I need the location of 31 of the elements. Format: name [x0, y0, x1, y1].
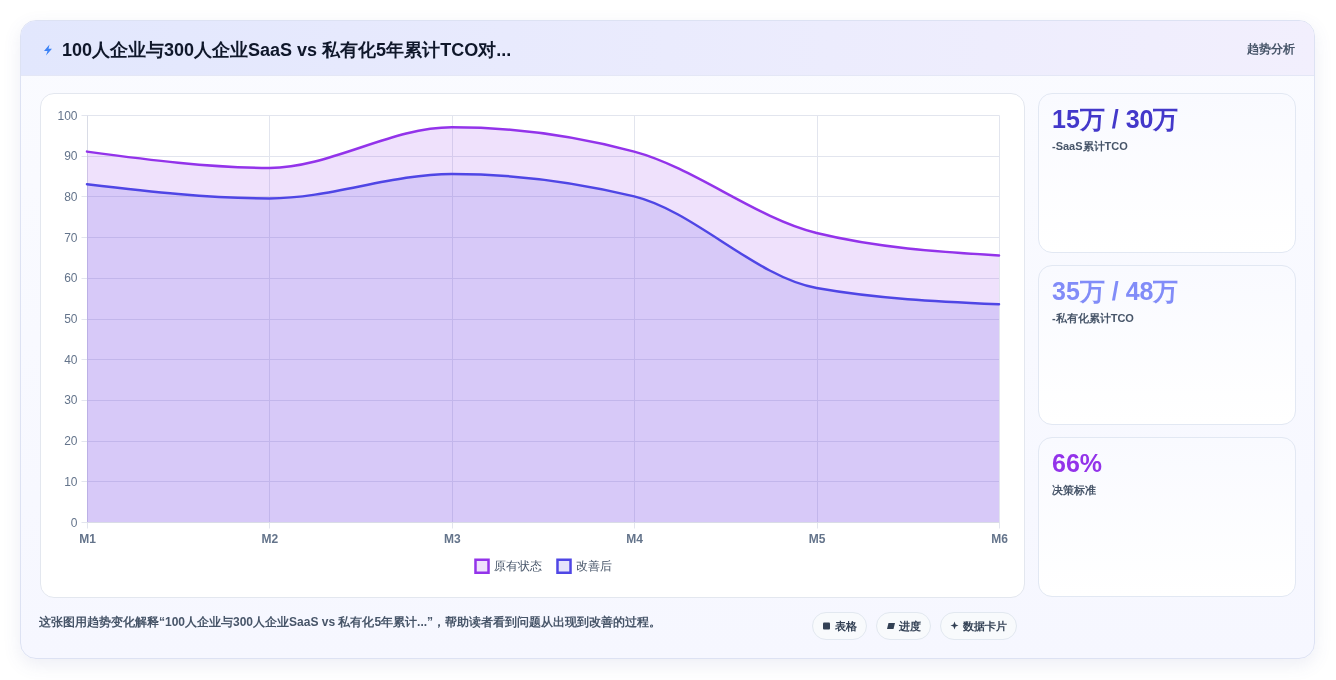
y-tick-label: 50: [64, 312, 78, 326]
y-tick-label: 60: [64, 271, 78, 286]
chart-title: 100人企业与300人企业SaaS vs 私有化5年累计TCO对...: [62, 39, 512, 61]
y-tick-label: 10: [64, 474, 78, 489]
text: -SaaS累计TCO: [1052, 139, 1128, 153]
text: 15万 / 30万: [1052, 104, 1179, 134]
x-tick-label: M4: [626, 531, 644, 546]
y-tick-label: 100: [57, 108, 78, 123]
text: 进度: [899, 618, 921, 634]
text: 趋势分析: [1247, 41, 1295, 57]
text: -私有化累计TCO: [1052, 311, 1134, 325]
y-tick-label: 70: [64, 230, 78, 245]
text: 66%: [1052, 448, 1103, 478]
y-tick-label: 0: [70, 515, 78, 530]
y-tick-label: 80: [64, 189, 78, 204]
text: 数据卡片: [963, 618, 1007, 634]
y-tick-label: 20: [64, 434, 78, 449]
legend-label: 原有状态: [494, 559, 542, 574]
y-tick-label: 40: [64, 352, 78, 367]
x-tick-label: M1: [79, 531, 97, 546]
x-tick-label: M5: [808, 531, 826, 546]
y-tick-label: 30: [64, 393, 78, 408]
x-tick-label: M3: [443, 531, 461, 546]
y-tick-label: 90: [64, 149, 78, 164]
legend-label: 改善后: [576, 559, 612, 574]
x-tick-label: M2: [261, 531, 279, 546]
text: 决策标准: [1052, 483, 1096, 497]
text: 表格: [835, 618, 857, 634]
text: 这张图用趋势变化解释“100人企业与300人企业SaaS vs 私有化5年累计...”，帮助读者看到问题从出现到改善的过程。: [39, 614, 662, 630]
text: 35万 / 48万: [1052, 276, 1179, 306]
x-tick-label: M6: [991, 531, 1009, 546]
